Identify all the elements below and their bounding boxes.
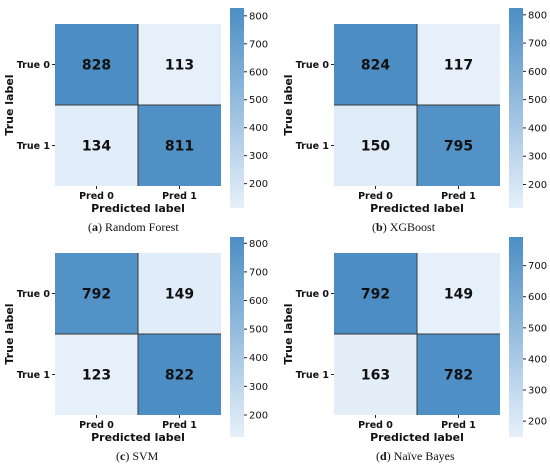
caption-c: (c) SVM bbox=[116, 449, 159, 463]
colorbar-tick-label: 300 bbox=[528, 386, 547, 397]
colorbar-tick-label: 700 bbox=[249, 39, 268, 50]
y-tick-label: True 1 bbox=[17, 141, 50, 152]
colorbar-tick-label: 400 bbox=[249, 353, 268, 364]
colorbar bbox=[509, 8, 523, 208]
y-tick-label: True 1 bbox=[296, 370, 329, 381]
cell-value-label: 117 bbox=[444, 58, 473, 74]
cell-value-label: 150 bbox=[361, 139, 390, 155]
cell-value-label: 163 bbox=[361, 368, 390, 384]
x-axis-label: Predicted label bbox=[370, 202, 464, 215]
colorbar-tick-label: 800 bbox=[249, 239, 268, 250]
y-tick-label: True 1 bbox=[296, 141, 329, 152]
colorbar-tick-label: 300 bbox=[249, 151, 268, 162]
heatmap-cell bbox=[138, 24, 221, 105]
heatmap-cell bbox=[55, 334, 138, 415]
y-tick-label: True 0 bbox=[296, 289, 330, 300]
x-tick-label: Pred 1 bbox=[441, 420, 476, 431]
x-axis-label: Predicted label bbox=[91, 431, 185, 444]
heatmap-cell bbox=[55, 253, 138, 334]
colorbar-tick-label: 600 bbox=[528, 292, 547, 303]
panel-d: 792 149 163 782 True 0 True 1 Pred 0 Pred 1Pred… bbox=[282, 237, 547, 444]
colorbar-tick-label: 200 bbox=[249, 410, 268, 421]
cell-value-label: 134 bbox=[82, 139, 111, 155]
colorbar-tick-label: 600 bbox=[249, 67, 268, 78]
x-tick-label: Pred 1 bbox=[162, 420, 197, 431]
heatmap-cell bbox=[334, 105, 417, 186]
heatmap-cell bbox=[334, 334, 417, 415]
cell-value-label: 824 bbox=[361, 58, 390, 74]
colorbar-tick-label: 700 bbox=[249, 267, 268, 278]
colorbar-tick-label: 200 bbox=[249, 179, 268, 190]
heatmap-cell bbox=[417, 105, 500, 186]
colorbar-tick-label: 500 bbox=[528, 323, 547, 334]
cell-value-label: 792 bbox=[361, 287, 390, 303]
heatmap-cell bbox=[138, 105, 221, 186]
colorbar-tick-label: 400 bbox=[528, 354, 547, 365]
panel-c: 792 149 123 822 True 0 True 1 Pred 0 Pred 1Pred… bbox=[3, 237, 268, 444]
heatmap-cell bbox=[334, 24, 417, 105]
y-axis-label: True label bbox=[3, 74, 16, 135]
caption-d: (d) Naïve Bayes bbox=[376, 449, 455, 463]
colorbar-tick-label: 400 bbox=[249, 123, 268, 134]
cell-value-label: 822 bbox=[165, 368, 194, 384]
cell-value-label: 149 bbox=[444, 287, 473, 303]
cell-value-label: 811 bbox=[165, 139, 194, 155]
heatmap-cell bbox=[55, 24, 138, 105]
colorbar-tick-label: 200 bbox=[528, 417, 547, 428]
colorbar-tick-label: 600 bbox=[528, 67, 547, 78]
colorbar-tick-label: 800 bbox=[528, 10, 547, 21]
caption-b: (b) XGBoost bbox=[372, 220, 436, 234]
y-tick-label: True 0 bbox=[17, 289, 51, 300]
x-tick-label: Pred 0 bbox=[79, 191, 114, 202]
heatmap-cell bbox=[417, 24, 500, 105]
heatmap-cell bbox=[417, 253, 500, 334]
x-tick-label: Pred 0 bbox=[358, 420, 393, 431]
y-axis-label: True label bbox=[282, 74, 295, 135]
colorbar bbox=[509, 237, 523, 437]
cell-value-label: 828 bbox=[82, 58, 111, 74]
y-tick-label: True 0 bbox=[296, 60, 330, 71]
colorbar bbox=[230, 8, 244, 208]
panel-a: 828 113 134 811 True 0 True 1 Pred 0 Pred 1Pred… bbox=[3, 8, 268, 215]
heatmap-cell bbox=[417, 334, 500, 415]
cell-value-label: 113 bbox=[165, 58, 194, 74]
x-axis-label: Predicted label bbox=[370, 431, 464, 444]
colorbar bbox=[230, 237, 244, 437]
cell-value-label: 795 bbox=[444, 139, 473, 155]
colorbar-tick-label: 300 bbox=[249, 382, 268, 393]
x-tick-label: Pred 1 bbox=[441, 191, 476, 202]
y-axis-label: True label bbox=[3, 303, 16, 364]
cell-value-label: 782 bbox=[444, 368, 473, 384]
heatmap-cell bbox=[138, 334, 221, 415]
heatmap-cell bbox=[334, 253, 417, 334]
heatmap-cell bbox=[138, 253, 221, 334]
colorbar-tick-label: 400 bbox=[528, 123, 547, 134]
colorbar-tick-label: 200 bbox=[528, 180, 547, 191]
cell-value-label: 149 bbox=[165, 287, 194, 303]
colorbar-tick-label: 300 bbox=[528, 152, 547, 163]
cell-value-label: 123 bbox=[82, 368, 111, 384]
heatmap-cell bbox=[55, 105, 138, 186]
colorbar-tick-label: 500 bbox=[249, 95, 268, 106]
colorbar-tick-label: 600 bbox=[249, 296, 268, 307]
y-tick-label: True 1 bbox=[17, 370, 50, 381]
caption-a: (a) Random Forest bbox=[88, 220, 179, 234]
colorbar-tick-label: 500 bbox=[249, 325, 268, 336]
x-axis-label: Predicted label bbox=[91, 202, 185, 215]
cell-value-label: 792 bbox=[82, 287, 111, 303]
colorbar-tick-label: 700 bbox=[528, 39, 547, 50]
panel-b: 824 117 150 795 True 0 True 1 Pred 0 Pred 1Pred… bbox=[282, 8, 547, 215]
x-tick-label: Pred 1 bbox=[162, 191, 197, 202]
colorbar-tick-label: 700 bbox=[528, 261, 547, 272]
y-axis-label: True label bbox=[282, 303, 295, 364]
colorbar-tick-label: 500 bbox=[528, 95, 547, 106]
y-tick-label: True 0 bbox=[17, 60, 51, 71]
x-tick-label: Pred 0 bbox=[79, 420, 114, 431]
x-tick-label: Pred 0 bbox=[358, 191, 393, 202]
colorbar-tick-label: 800 bbox=[249, 11, 268, 22]
